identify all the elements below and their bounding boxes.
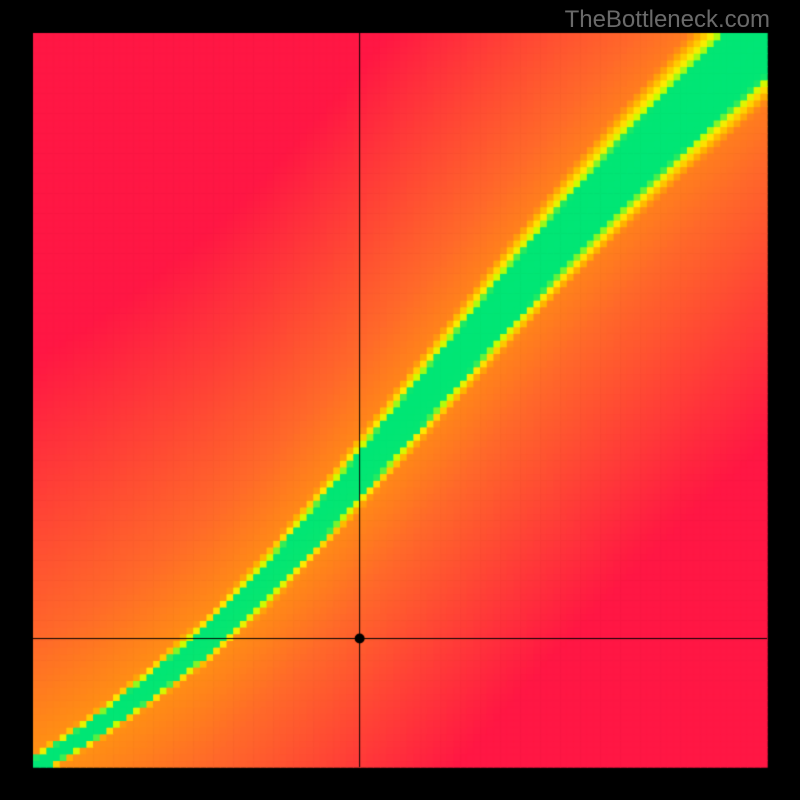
bottleneck-heatmap xyxy=(0,0,800,800)
watermark-text: TheBottleneck.com xyxy=(565,6,770,34)
